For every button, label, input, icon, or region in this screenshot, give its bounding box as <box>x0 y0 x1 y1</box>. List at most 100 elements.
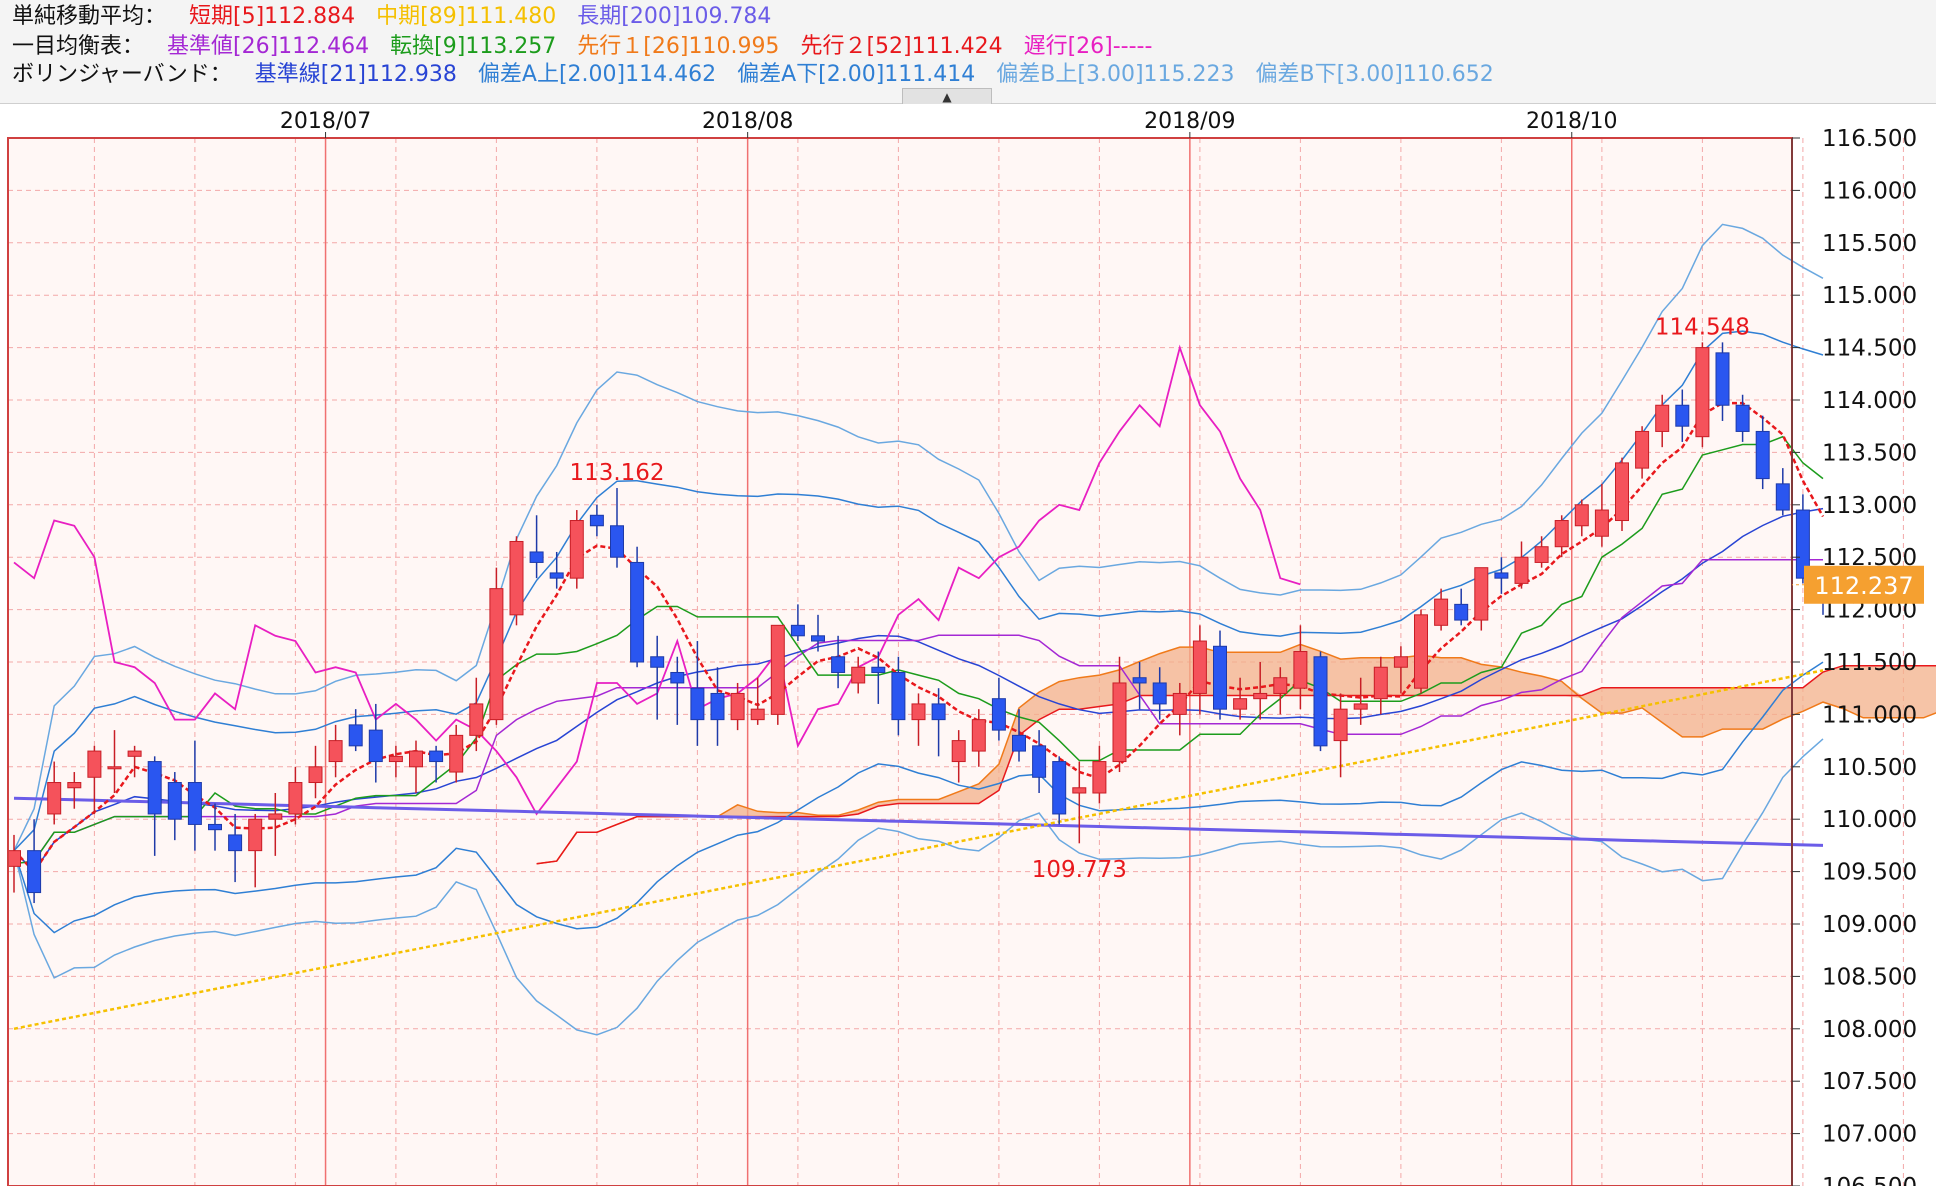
y-tick-label: 110.000 <box>1822 807 1917 833</box>
price-annotations: 113.162 109.773 114.548 <box>569 315 1750 883</box>
candle-body <box>368 729 383 763</box>
y-tick-label: 107.000 <box>1822 1122 1917 1148</box>
y-tick-label: 109.000 <box>1822 912 1917 938</box>
candle-body <box>1675 404 1690 427</box>
bollinger-b-lower-line <box>13 738 1824 1036</box>
y-axis: 116.500 116.000 115.500 115.000 114.500 114.0… <box>1791 126 1917 1186</box>
candle-body <box>1152 682 1167 705</box>
candle-body <box>429 750 444 763</box>
triangle-up-icon: ▲ <box>942 90 952 104</box>
candle-body <box>790 624 805 637</box>
candle-body <box>1333 708 1348 742</box>
candle-body <box>750 708 765 721</box>
bollinger-a-lower-label: 偏差A下[2.00]111.414 <box>737 62 976 87</box>
candle-body <box>1795 509 1810 579</box>
legend-collapse-button[interactable]: ▲ <box>902 88 992 104</box>
candle-body <box>167 782 182 820</box>
candle-body <box>831 656 846 673</box>
candle-body <box>1172 692 1187 715</box>
candle-body <box>147 761 162 815</box>
candle-body <box>569 520 584 579</box>
cloud-fill <box>536 644 1936 864</box>
candle-body <box>1474 567 1489 621</box>
ichimoku-lagging-label: 遅行[26]----- <box>1023 34 1153 59</box>
candle-body <box>1132 677 1147 684</box>
candle-body <box>1715 352 1730 406</box>
candle-body <box>1554 520 1569 548</box>
candle-body <box>1635 430 1650 469</box>
candle-body <box>87 750 102 778</box>
bollinger-legend-title: ボリンジャーバンド： <box>12 62 232 87</box>
y-tick-label: 111.500 <box>1822 650 1917 676</box>
candle-body <box>1353 703 1368 710</box>
y-tick-label: 110.500 <box>1822 755 1917 781</box>
candle-body <box>1393 656 1408 668</box>
candle-body <box>1594 509 1609 537</box>
candle-body <box>27 850 42 894</box>
candle-body <box>1695 347 1710 438</box>
indicator-legend: 単純移動平均： 短期[5]112.884 中期[89]111.480 長期[20… <box>0 0 1936 104</box>
candle-body <box>1273 677 1288 694</box>
sma-long-line <box>13 796 1824 847</box>
candle-body <box>127 750 142 757</box>
price-annotation: 113.162 <box>569 460 664 486</box>
y-tick-label: 115.500 <box>1822 231 1917 257</box>
candle-body <box>1615 462 1629 522</box>
sma-mid-line <box>13 669 1824 1031</box>
candle-body <box>1494 572 1509 579</box>
candle-body <box>1514 556 1529 584</box>
ichimoku-legend-title: 一目均衡表： <box>12 34 145 59</box>
y-tick-label: 111.000 <box>1822 702 1917 728</box>
ichimoku-span2-label: 先行２[52]111.424 <box>800 34 1003 59</box>
candle-body <box>1313 656 1328 747</box>
candle-body <box>730 692 745 721</box>
candle-body <box>1253 692 1268 700</box>
ichimoku-span1-label: 先行１[26]110.995 <box>577 34 780 59</box>
candle-body <box>208 823 222 831</box>
candle-body <box>1735 404 1750 432</box>
price-annotation: 109.773 <box>1032 857 1127 883</box>
ichimoku-span2-line <box>536 664 1936 865</box>
candle-body <box>248 818 263 852</box>
candle-body <box>7 850 21 867</box>
last-price-label: 112.237 <box>1814 572 1913 600</box>
candle-body <box>308 766 323 784</box>
candle-body <box>991 698 1006 731</box>
sma-short-label: 短期[5]112.884 <box>189 4 356 29</box>
candle-body <box>1534 546 1549 563</box>
candle-body <box>1012 734 1026 752</box>
y-tick-label: 106.500 <box>1822 1174 1917 1186</box>
x-tick-label: 2018/09 <box>1144 109 1235 134</box>
candle-body <box>911 703 926 721</box>
candle-body <box>1192 640 1207 694</box>
y-tick-label: 114.000 <box>1822 388 1917 414</box>
candle-body <box>1233 698 1248 710</box>
candle-body <box>851 666 866 684</box>
candle-body <box>509 540 524 616</box>
candle-body <box>690 687 705 721</box>
candle-body <box>1775 483 1790 511</box>
y-tick-label: 108.000 <box>1822 1017 1917 1043</box>
price-annotation: 114.548 <box>1655 315 1750 341</box>
bollinger-a-upper-label: 偏差A上[2.00]114.462 <box>477 62 717 87</box>
candle-body <box>1072 787 1087 794</box>
candle-body <box>328 740 343 763</box>
sma-legend-title: 単純移動平均： <box>12 4 167 29</box>
candle-body <box>388 755 403 763</box>
candle-body <box>1434 598 1449 626</box>
candle-body <box>228 834 243 852</box>
y-tick-label: 114.500 <box>1822 336 1917 362</box>
candle-body <box>971 719 986 752</box>
ichimoku-base-label: 基準値[26]112.464 <box>167 34 370 59</box>
y-tick-label: 113.500 <box>1822 440 1917 466</box>
candle-body <box>650 656 665 668</box>
y-tick-label: 108.500 <box>1822 964 1917 990</box>
y-tick-label: 109.500 <box>1822 860 1917 886</box>
candle-body <box>630 561 645 663</box>
candle-body <box>529 551 544 563</box>
ichimoku-cloud <box>536 644 1936 864</box>
bollinger-legend-row: ボリンジャーバンド： 基準線[21]112.938 偏差A上[2.00]114.… <box>12 60 1508 90</box>
candle-body <box>1414 614 1428 689</box>
y-tick-label: 113.000 <box>1822 493 1917 519</box>
